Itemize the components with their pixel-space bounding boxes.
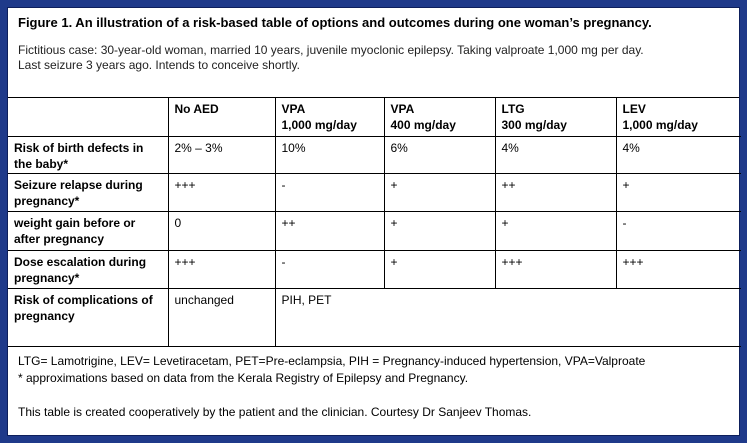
options-outcomes-table: No AED VPA 1,000 mg/day VPA 400 mg/day L… bbox=[8, 98, 741, 347]
figure-caption: Figure 1. An illustration of a risk-base… bbox=[8, 8, 739, 98]
table-cell: +++ bbox=[494, 249, 617, 289]
table-cell-merged: PIH, PET bbox=[274, 287, 741, 347]
header-cell-lev-1000: LEV 1,000 mg/day bbox=[615, 98, 741, 137]
table-cell: 10% bbox=[274, 135, 385, 174]
row-label: Risk of birth defects in the baby* bbox=[8, 135, 169, 174]
table-cell: ++ bbox=[494, 172, 617, 212]
table-cell: - bbox=[274, 172, 385, 212]
table-cell: unchanged bbox=[167, 287, 276, 347]
row-label: Dose escalation during pregnancy* bbox=[8, 249, 169, 289]
credit-note: This table is created cooperatively by t… bbox=[18, 404, 532, 419]
table-cell: 4% bbox=[494, 135, 617, 174]
table-cell: - bbox=[615, 210, 741, 251]
table-cell: + bbox=[383, 172, 496, 212]
table-row: weight gain before or after pregnancy 0 … bbox=[8, 210, 741, 251]
figure-title: Figure 1. An illustration of a risk-base… bbox=[18, 15, 652, 30]
row-label: Risk of complications of pregnancy bbox=[8, 287, 169, 347]
table-cell: - bbox=[274, 249, 385, 289]
table-cell: + bbox=[383, 210, 496, 251]
table-cell: +++ bbox=[167, 249, 276, 289]
header-cell-ltg-300: LTG 300 mg/day bbox=[494, 98, 617, 137]
table-cell: 4% bbox=[615, 135, 741, 174]
abbreviations-note: LTG= Lamotrigine, LEV= Levetiracetam, PE… bbox=[18, 353, 646, 368]
table-cell: +++ bbox=[615, 249, 741, 289]
row-label: Seizure relapse during pregnancy* bbox=[8, 172, 169, 212]
header-cell-vpa-400: VPA 400 mg/day bbox=[383, 98, 496, 137]
row-label: weight gain before or after pregnancy bbox=[8, 210, 169, 251]
table-row: Risk of complications of pregnancy uncha… bbox=[8, 287, 741, 347]
case-description: Fictitious case: 30-year-old woman, marr… bbox=[18, 43, 729, 73]
data-source-note: * approximations based on data from the … bbox=[18, 370, 469, 385]
table-cell: ++ bbox=[274, 210, 385, 251]
table-cell: 6% bbox=[383, 135, 496, 174]
header-cell-vpa-1000: VPA 1,000 mg/day bbox=[274, 98, 385, 137]
table-footnotes: LTG= Lamotrigine, LEV= Levetiracetam, PE… bbox=[8, 347, 739, 427]
table-cell: + bbox=[494, 210, 617, 251]
table-row: Dose escalation during pregnancy* +++ - … bbox=[8, 249, 741, 289]
table-cell: 0 bbox=[167, 210, 276, 251]
header-cell-no-aed: No AED bbox=[167, 98, 276, 137]
table-header-row: No AED VPA 1,000 mg/day VPA 400 mg/day L… bbox=[8, 98, 741, 137]
case-line-1: Fictitious case: 30-year-old woman, marr… bbox=[18, 43, 644, 57]
table-cell: 2% – 3% bbox=[167, 135, 276, 174]
table-row: Risk of birth defects in the baby* 2% – … bbox=[8, 135, 741, 174]
header-cell-empty bbox=[8, 98, 169, 137]
table-cell: + bbox=[615, 172, 741, 212]
figure-panel: Figure 1. An illustration of a risk-base… bbox=[7, 7, 741, 436]
table-cell: + bbox=[383, 249, 496, 289]
table-cell: +++ bbox=[167, 172, 276, 212]
case-line-2: Last seizure 3 years ago. Intends to con… bbox=[18, 58, 300, 72]
table-row: Seizure relapse during pregnancy* +++ - … bbox=[8, 172, 741, 212]
